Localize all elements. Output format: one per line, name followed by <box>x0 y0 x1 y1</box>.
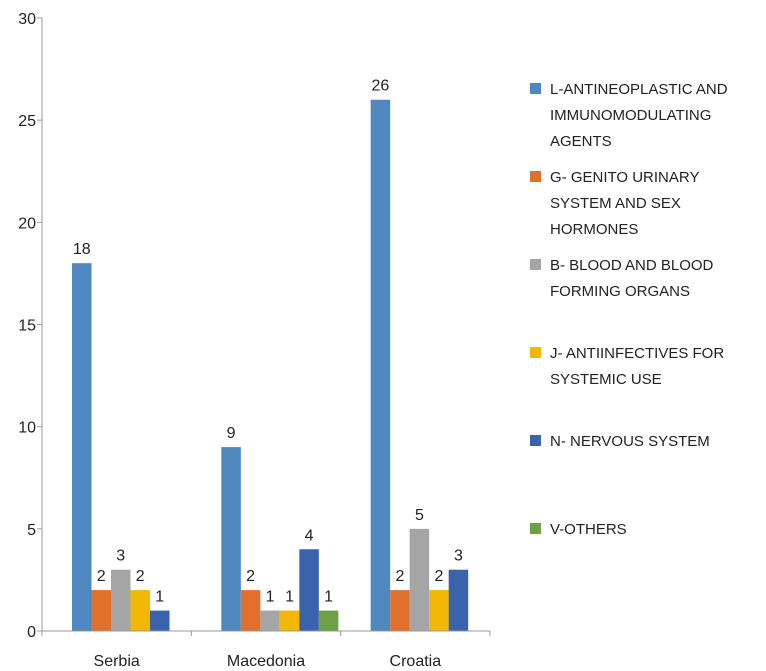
data-label: 3 <box>454 548 463 565</box>
legend-swatch <box>530 171 541 182</box>
bar <box>221 447 241 631</box>
bars <box>72 99 469 631</box>
bar <box>409 528 430 631</box>
legend-item: G- GENITO URINARY SYSTEM AND SEX HORMONES <box>530 169 699 238</box>
bar <box>150 610 170 631</box>
y-tick-label: 0 <box>27 624 36 641</box>
y-tick-label: 25 <box>18 113 36 130</box>
legend-swatch <box>530 523 541 534</box>
data-label: 1 <box>285 589 294 606</box>
bar <box>91 590 111 631</box>
legend-label: G- GENITO URINARY <box>550 169 699 186</box>
legend-label: AGENTS <box>550 133 612 150</box>
data-label: 5 <box>415 507 424 524</box>
legend-swatch <box>530 83 541 94</box>
legend-label: B- BLOOD AND BLOOD <box>550 257 714 274</box>
bar <box>279 610 300 631</box>
legend-label: N- NERVOUS SYSTEM <box>550 433 710 450</box>
legend-item: N- NERVOUS SYSTEM <box>530 433 710 450</box>
bar <box>429 590 449 631</box>
y-tick-label: 10 <box>18 420 36 437</box>
legend-item: J- ANTIINFECTIVES FOR SYSTEMIC USE <box>530 345 724 388</box>
data-label: 2 <box>136 568 145 585</box>
legend-item: B- BLOOD AND BLOOD FORMING ORGANS <box>530 257 714 300</box>
data-label: 2 <box>97 568 106 585</box>
data-label: 1 <box>324 589 333 606</box>
bar <box>260 610 280 631</box>
x-category-label: Serbia <box>94 653 140 670</box>
axes <box>41 18 491 636</box>
bar <box>130 590 150 631</box>
data-label: 2 <box>395 568 404 585</box>
data-label: 1 <box>155 589 164 606</box>
x-category-label: Macedonia <box>227 653 305 670</box>
y-axis-ticks: 0 5 10 15 20 25 30 <box>18 11 42 641</box>
legend-label: SYSTEMIC USE <box>550 371 662 388</box>
legend-item: V-OTHERS <box>530 521 627 538</box>
legend-label: J- ANTIINFECTIVES FOR <box>550 345 724 362</box>
legend-label: V-OTHERS <box>550 521 627 538</box>
x-category-label: Croatia <box>390 653 442 670</box>
data-label: 3 <box>116 548 125 565</box>
legend-label: FORMING ORGANS <box>550 283 690 300</box>
legend-label: IMMUNOMODULATING <box>550 107 711 124</box>
y-tick-label: 5 <box>27 522 36 539</box>
data-label: 2 <box>434 568 443 585</box>
data-label: 1 <box>266 589 275 606</box>
legend-item: L-ANTINEOPLASTIC AND IMMUNOMODULATING AGEN… <box>530 81 728 150</box>
bar <box>318 610 339 631</box>
y-tick-label: 20 <box>18 215 36 232</box>
data-label: 4 <box>305 527 314 544</box>
y-tick-label: 15 <box>18 318 36 335</box>
bar <box>72 263 92 631</box>
data-label: 26 <box>372 78 390 95</box>
data-label: 2 <box>246 568 255 585</box>
legend-swatch <box>530 347 541 358</box>
data-label: 18 <box>73 241 91 258</box>
bar <box>111 569 131 631</box>
bar <box>240 590 261 631</box>
y-tick-label: 30 <box>18 11 36 28</box>
legend-label: SYSTEM AND SEX <box>550 195 681 212</box>
bar <box>299 549 319 631</box>
legend-swatch <box>530 435 541 446</box>
legend-label: L-ANTINEOPLASTIC AND <box>550 81 728 98</box>
legend-label: HORMONES <box>550 221 638 238</box>
bar <box>448 569 469 631</box>
legend: L-ANTINEOPLASTIC AND IMMUNOMODULATING AGEN… <box>530 81 728 538</box>
bar <box>370 99 391 631</box>
data-label: 9 <box>227 425 236 442</box>
bar <box>390 590 410 631</box>
legend-swatch <box>530 259 541 270</box>
category-labels: Serbia Macedonia Croatia <box>94 653 442 670</box>
